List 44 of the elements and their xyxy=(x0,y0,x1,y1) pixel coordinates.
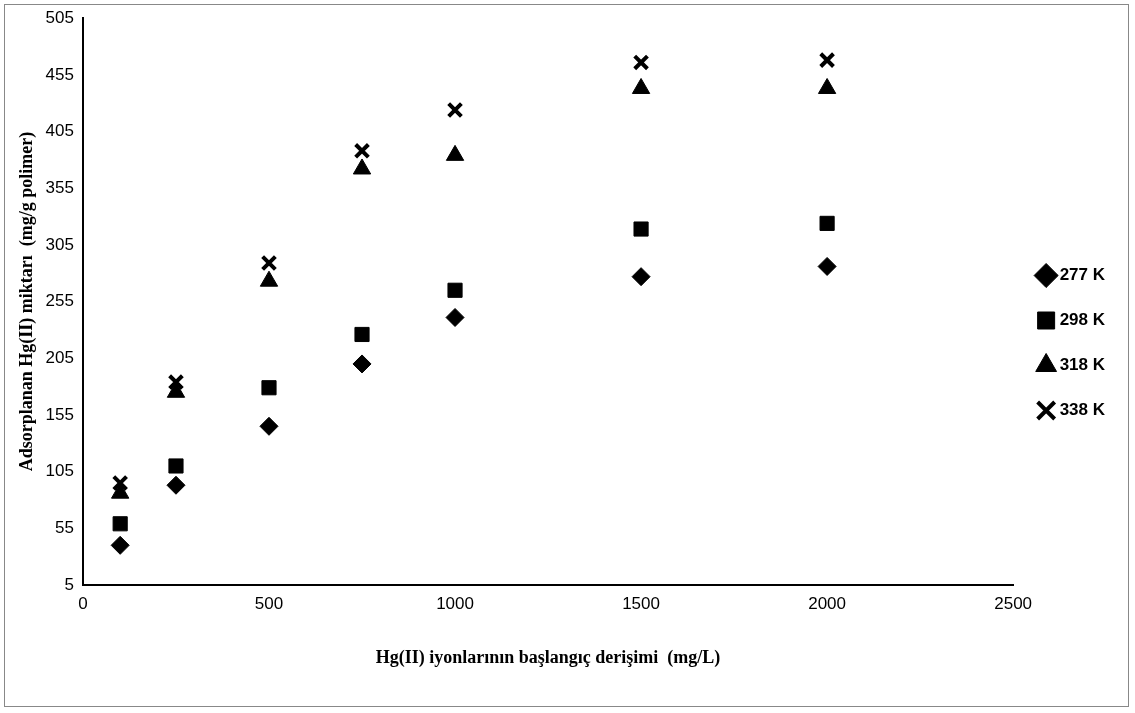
point xyxy=(819,215,835,231)
point xyxy=(111,474,129,492)
legend-label: 277 K xyxy=(1059,265,1106,285)
y-tick-label: 155 xyxy=(45,404,74,424)
legend-label: 338 K xyxy=(1059,400,1106,420)
point xyxy=(818,51,836,69)
x-tick-label: 0 xyxy=(78,593,88,613)
x-tick-label: 2500 xyxy=(994,593,1033,613)
legend-label: 318 K xyxy=(1059,355,1106,375)
y-axis-title: Adsorplanan Hg(II) miktarı (mg/g polimer) xyxy=(16,131,38,472)
point xyxy=(166,475,186,495)
point xyxy=(445,307,465,327)
x-tick-label: 1000 xyxy=(436,593,474,613)
point xyxy=(633,221,649,237)
point xyxy=(167,373,185,391)
point xyxy=(352,354,372,374)
point xyxy=(632,54,650,71)
y-tick-label: 405 xyxy=(45,121,74,141)
y-tick-label: 105 xyxy=(45,461,74,481)
y-tick-label: 355 xyxy=(45,177,74,197)
point xyxy=(353,142,371,160)
point xyxy=(261,380,277,396)
y-tick-label: 505 xyxy=(45,7,74,27)
point xyxy=(446,101,464,119)
x-tick-label: 2000 xyxy=(808,593,847,613)
point xyxy=(168,458,184,474)
y-tick-label: 305 xyxy=(45,234,74,254)
y-tick-label: 455 xyxy=(45,64,74,84)
point xyxy=(260,254,278,272)
y-tick-label: 55 xyxy=(55,518,74,538)
x-axis-title: Hg(II) iyonlarının başlangıç derişimi (mg/L) xyxy=(375,646,721,668)
point xyxy=(112,516,128,532)
point xyxy=(110,535,130,555)
y-tick-label: 5 xyxy=(64,574,74,594)
y-tick-label: 205 xyxy=(45,347,74,367)
x-tick-label: 500 xyxy=(254,593,284,613)
point xyxy=(354,326,370,343)
point xyxy=(447,282,463,298)
point xyxy=(631,267,651,287)
point xyxy=(817,256,837,276)
x-tick-label: 1500 xyxy=(622,593,660,613)
y-tick-label: 255 xyxy=(45,291,74,311)
legend-label: 298 K xyxy=(1059,310,1106,330)
point xyxy=(259,416,279,436)
